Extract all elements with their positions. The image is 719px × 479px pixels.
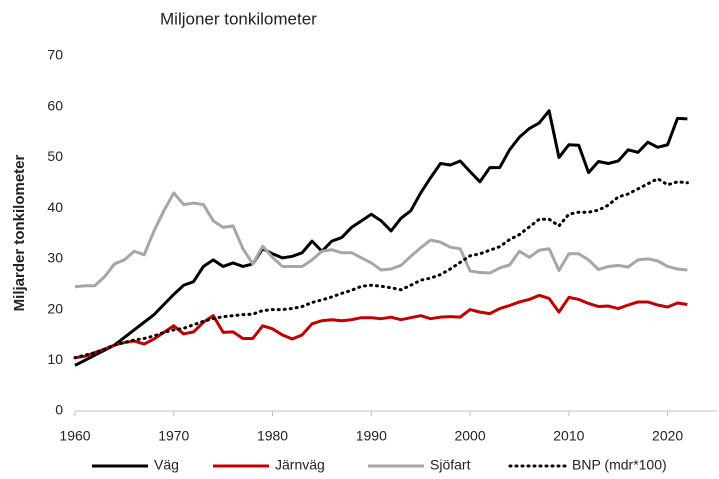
y-tick-label: 40 (47, 199, 63, 215)
y-tick-label: 10 (47, 351, 63, 367)
series-line (74, 293, 688, 360)
x-tick-label: 2010 (553, 428, 584, 444)
legend-label: BNP (mdr*100) (572, 457, 667, 473)
x-tick-label: 1970 (158, 428, 189, 444)
x-tick-label: 2020 (652, 428, 683, 444)
y-axis-label: Miljarder tonkilometer (11, 154, 28, 311)
y-tick-label: 20 (47, 300, 63, 316)
y-tick-label: 0 (55, 402, 63, 418)
x-tick-label: 1990 (356, 428, 387, 444)
series-line (74, 109, 688, 367)
y-tick-label: 70 (47, 47, 63, 63)
x-tick-label: 1980 (257, 428, 288, 444)
series-line (74, 191, 688, 289)
chart-title: Miljoner tonkilometer (160, 9, 317, 28)
y-tick-label: 30 (47, 250, 63, 266)
y-tick-label: 60 (47, 97, 63, 113)
legend-label: Järnväg (275, 457, 325, 473)
x-tick-label: 1960 (59, 428, 90, 444)
legend-label: Väg (154, 457, 179, 473)
legend-label: Sjöfart (430, 457, 471, 473)
x-tick-label: 2000 (454, 428, 485, 444)
y-tick-label: 50 (47, 148, 63, 164)
series-line (73, 177, 689, 360)
